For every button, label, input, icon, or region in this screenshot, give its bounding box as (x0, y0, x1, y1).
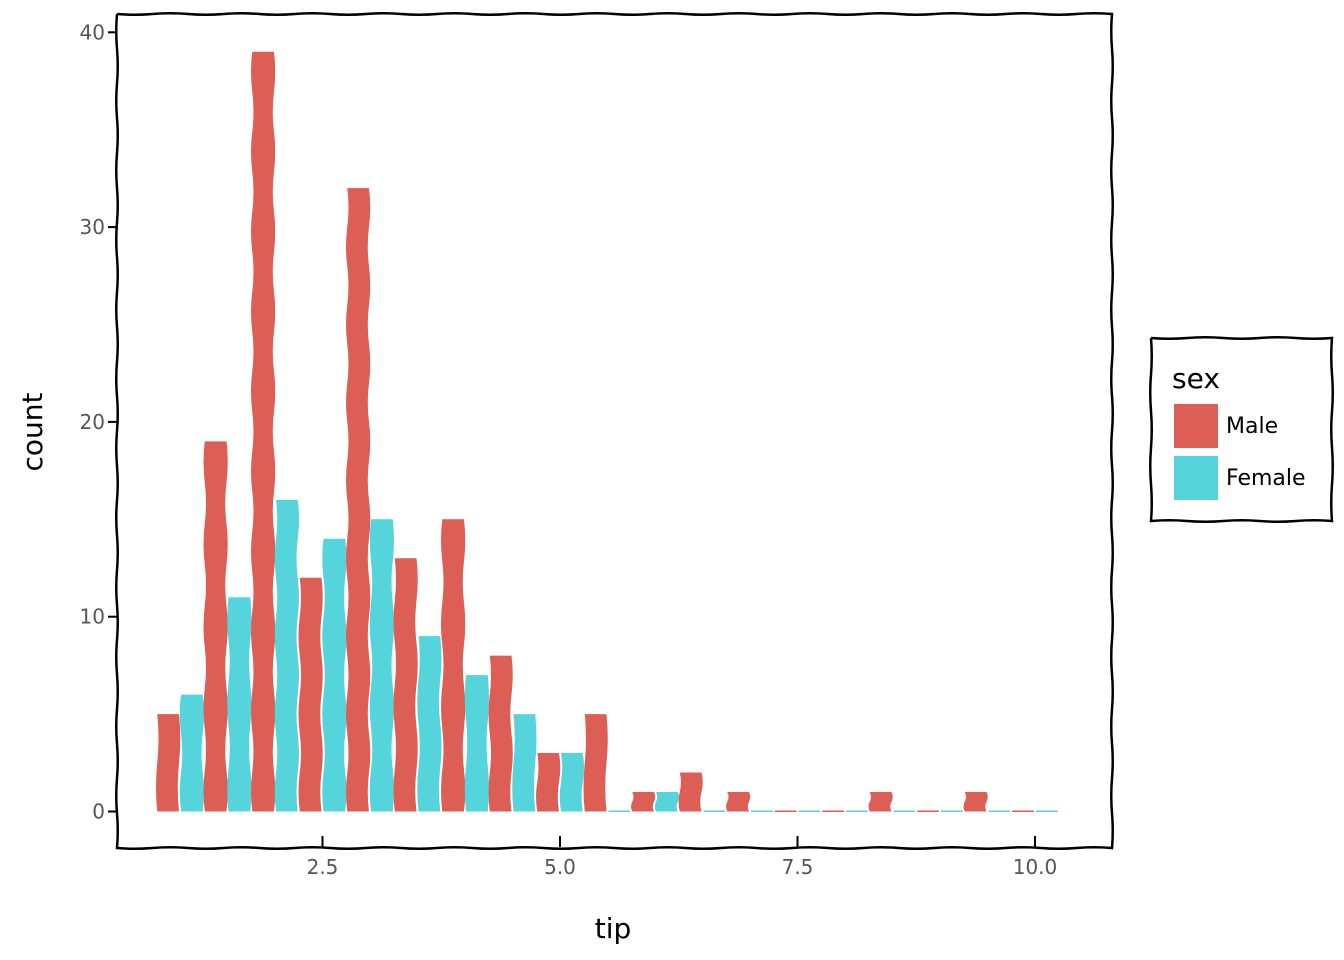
y-tick-label-30: 30 (80, 215, 105, 239)
bar-male-3.5 (393, 558, 418, 812)
bar-male-2.5 (298, 577, 323, 812)
y-tick-label-10: 10 (80, 605, 105, 629)
bars-layer (156, 51, 1058, 812)
bar-female-1 (179, 694, 204, 812)
y-tick-label-40: 40 (80, 20, 105, 44)
y-axis-title: count (16, 392, 49, 471)
legend-swatch-female (1174, 456, 1218, 500)
bar-male-9 (917, 810, 939, 812)
bar-female-7 (751, 810, 773, 812)
bar-male-7 (726, 792, 751, 812)
legend-border (1149, 336, 1334, 523)
x-tick-label-5: 5.0 (544, 855, 576, 879)
bar-male-1.5 (203, 441, 228, 812)
bar-female-3.5 (417, 636, 442, 812)
bar-female-4.5 (512, 714, 537, 812)
x-tick-label-2.5: 2.5 (307, 855, 339, 879)
bar-male-8 (822, 810, 844, 812)
bar-male-10 (1012, 810, 1034, 812)
bar-female-9.5 (988, 810, 1011, 812)
bar-female-5.5 (608, 810, 631, 812)
bar-female-8.5 (893, 810, 916, 812)
bar-female-6.5 (703, 810, 726, 812)
y-tick-label-20: 20 (80, 410, 105, 434)
bar-male-8.5 (868, 792, 893, 812)
bar-female-2 (274, 499, 299, 812)
legend-label-female: Female (1226, 466, 1306, 491)
bar-female-1.5 (227, 597, 252, 812)
axes-layer: 0 10 20 30 40 2.5 5.0 7.5 10.0 (80, 20, 1058, 879)
bar-male-5.5 (583, 714, 608, 812)
bar-female-2.5 (322, 538, 347, 812)
bar-male-6 (631, 792, 656, 812)
bar-male-4.5 (488, 655, 513, 812)
bar-male-5 (536, 753, 561, 812)
legend: sex Male Female (1149, 336, 1334, 523)
legend-title: sex (1172, 362, 1220, 395)
bar-male-3 (346, 188, 371, 812)
bar-female-7.5 (798, 810, 821, 812)
bar-female-5 (559, 753, 584, 812)
x-axis-title: tip (595, 912, 632, 945)
bar-female-6 (654, 792, 679, 812)
x-tick-label-10: 10.0 (1013, 855, 1058, 879)
bar-male-1 (156, 714, 181, 812)
x-tick-label-7.5: 7.5 (782, 855, 814, 879)
bar-female-4 (464, 675, 489, 812)
bar-female-10 (1036, 810, 1058, 812)
bar-female-3 (369, 519, 394, 812)
bar-male-6.5 (678, 772, 703, 812)
bar-male-7.5 (774, 810, 797, 812)
bar-male-9.5 (963, 792, 988, 812)
plot-panel-border (115, 12, 1114, 850)
bar-male-2 (251, 51, 276, 812)
bar-male-4 (441, 519, 466, 812)
legend-label-male: Male (1226, 414, 1278, 439)
bar-female-8 (846, 810, 868, 812)
bar-female-9 (941, 810, 963, 812)
legend-swatch-male (1174, 404, 1218, 448)
y-tick-label-0: 0 (92, 800, 105, 824)
